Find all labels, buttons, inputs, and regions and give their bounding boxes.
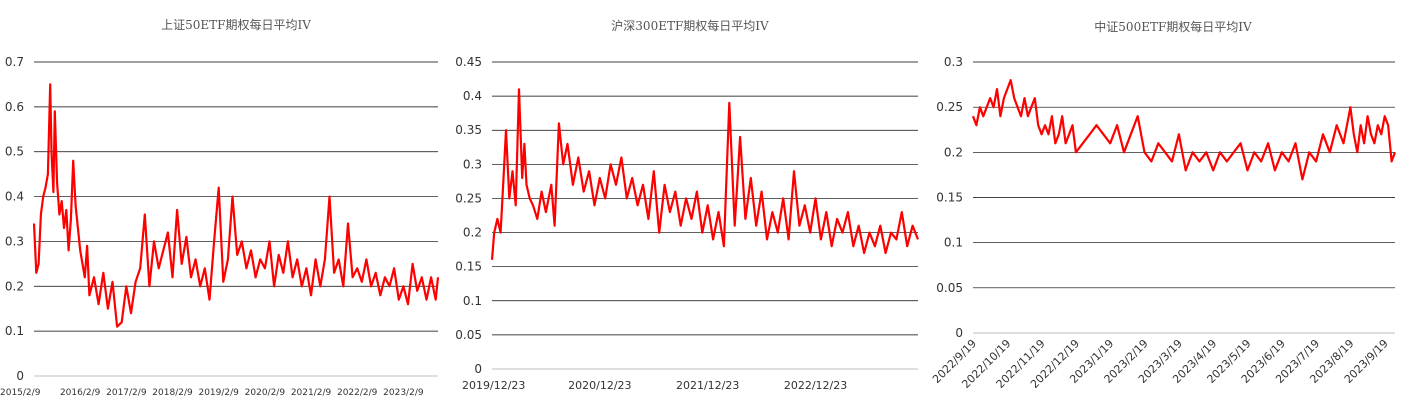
y-tick-label: 0.2 — [944, 145, 963, 159]
y-tick-label: 0.5 — [5, 145, 24, 159]
y-tick-label: 0 — [474, 362, 482, 376]
x-tick-label: 2021/12/23 — [676, 379, 739, 392]
series-line — [32, 83, 440, 328]
y-tick-label: 0.3 — [944, 55, 963, 69]
x-tick-label: 2021/2/9 — [291, 388, 332, 398]
y-tick-label: 0.35 — [455, 123, 482, 137]
x-tick-label: 2020/12/23 — [568, 379, 631, 392]
y-tick-label: 0.4 — [5, 190, 24, 204]
chart-2: 沪深300ETF期权每日平均IV 0 0.05 0.1 0.15 0.2 0.25 0.3 0.… — [455, 18, 920, 392]
x-tick-label: 2015/2/9 — [0, 388, 41, 398]
y-tick-label: 0.05 — [455, 328, 482, 342]
y-tick-label: 0 — [16, 369, 24, 383]
chart-1: 上证50ETF期权每日平均IV 0 0.1 0.2 0.3 0.4 0.5 0.6 0.7 201… — [0, 17, 440, 398]
y-tick-label: 0.25 — [455, 191, 482, 205]
series-line — [971, 78, 1397, 181]
y-tick-label: 0.3 — [5, 234, 24, 248]
x-tick-label: 2019/2/9 — [198, 388, 239, 398]
y-tick-label: 0.1 — [463, 294, 482, 308]
y-tick-label: 0.7 — [5, 55, 24, 69]
y-tick-label: 0.25 — [936, 100, 963, 114]
chart-title: 中证500ETF期权每日平均IV — [1094, 19, 1252, 34]
y-tick-label: 0.3 — [463, 157, 482, 171]
x-tick-label: 2022/12/23 — [784, 379, 847, 392]
y-tick-label: 0.1 — [944, 236, 963, 250]
y-tick-label: 0.2 — [5, 279, 24, 293]
y-tick-label: 0.6 — [5, 100, 24, 114]
x-tick-label: 2018/2/9 — [152, 388, 193, 398]
y-tick-label: 0.15 — [936, 191, 963, 205]
y-tick-label: 0.15 — [455, 260, 482, 274]
x-tick-label: 2020/2/9 — [245, 388, 286, 398]
x-tick-label: 2016/2/9 — [60, 388, 101, 398]
x-tick-label: 2019/12/23 — [462, 379, 525, 392]
y-tick-label: 0.4 — [463, 89, 482, 103]
y-tick-label: 0.45 — [455, 55, 482, 69]
chart-3: 中证500ETF期权每日平均IV00.050.10.150.20.250.320… — [930, 19, 1397, 391]
y-tick-label: 0.1 — [5, 324, 24, 338]
chart-title: 沪深300ETF期权每日平均IV — [611, 18, 769, 33]
x-tick-label: 2017/2/9 — [106, 388, 147, 398]
y-tick-label: 0 — [955, 326, 963, 340]
x-tick-label: 2022/2/9 — [337, 388, 378, 398]
series-line — [490, 88, 920, 260]
x-tick-label: 2023/2/9 — [383, 388, 424, 398]
y-tick-label: 0.2 — [463, 226, 482, 240]
y-tick-label: 0.05 — [936, 281, 963, 295]
chart-title: 上证50ETF期权每日平均IV — [161, 17, 311, 32]
